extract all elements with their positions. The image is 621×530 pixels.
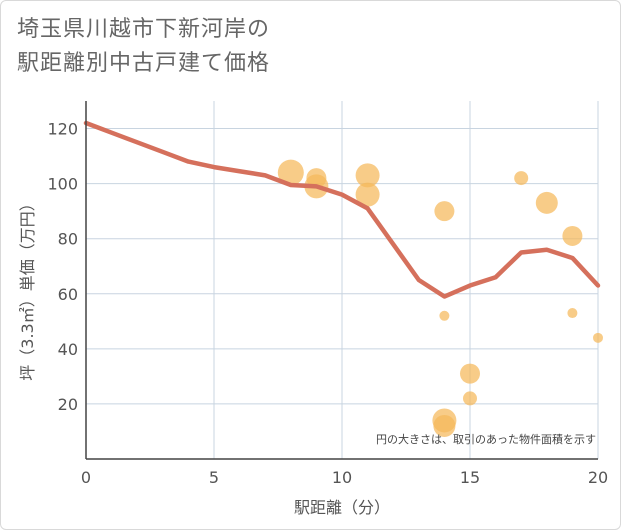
bubble-point (434, 201, 455, 222)
x-tick-label: 20 (588, 468, 608, 487)
bubble-point (463, 391, 477, 406)
y-tick-label: 100 (47, 175, 78, 194)
x-tick-label: 0 (81, 468, 91, 487)
bubble-point (514, 171, 529, 186)
bubble-point (593, 332, 603, 343)
grid-lines (86, 101, 599, 459)
bubble-point (433, 414, 456, 437)
y-tick-label: 80 (58, 230, 78, 249)
x-tick-labels: 0 5 10 15 20 (81, 468, 608, 487)
y-tick-label: 20 (58, 395, 78, 414)
bubble-point (439, 310, 450, 321)
bubble-size-note: 円の大きさは、取引のあった物件面積を示す (376, 432, 596, 446)
x-tick-label: 5 (209, 468, 219, 487)
bubble-series (277, 159, 603, 437)
chart-title-line2: 駅距離別中古戸建て価格 (17, 51, 271, 76)
bubble-point (355, 182, 380, 207)
x-tick-label: 15 (460, 468, 480, 487)
chart-title: 埼玉県川越市下新河岸の 駅距離別中古戸建て価格 (17, 13, 270, 81)
bubble-point (567, 308, 578, 319)
y-tick-label: 120 (47, 120, 78, 139)
x-tick-label: 10 (332, 468, 352, 487)
axes (85, 101, 598, 460)
y-tick-label: 60 (58, 285, 78, 304)
trend-line (83, 120, 601, 299)
bubble-point (355, 163, 380, 188)
bubble-point (460, 363, 480, 384)
chart-title-line1: 埼玉県川越市下新河岸の (17, 17, 271, 42)
bubble-point (562, 225, 583, 246)
y-axis-label: 坪（3.3㎡）単価（万円） (18, 195, 37, 380)
x-axis-label: 駅距離（分） (294, 498, 390, 517)
y-tick-label: 40 (58, 340, 78, 359)
bubble-point (277, 159, 304, 186)
bubble-point (535, 191, 558, 214)
trend-line-series (83, 120, 601, 299)
y-tick-labels: 20 40 60 80 100 120 (47, 120, 78, 414)
